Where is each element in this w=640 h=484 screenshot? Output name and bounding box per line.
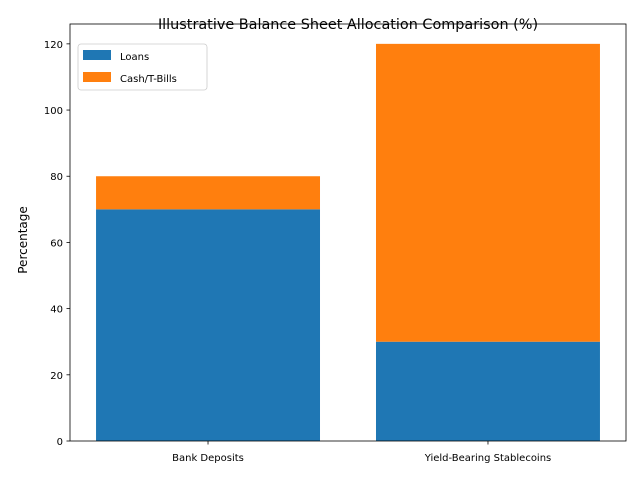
y-tick-label: 40: [50, 305, 63, 316]
x-tick-label: Yield-Bearing Stablecoins: [424, 453, 552, 464]
legend: Loans Cash/T-Bills: [77, 43, 208, 91]
chart-title: Illustrative Balance Sheet Allocation Co…: [158, 17, 538, 33]
x-tick-label: Bank Deposits: [172, 453, 244, 464]
y-tick-label: 80: [50, 172, 63, 183]
y-tick-label: 20: [50, 371, 63, 382]
bar-cash-t-bills: [375, 43, 600, 342]
y-axis-label: Percentage: [16, 206, 30, 274]
y-tick-label: 60: [50, 238, 63, 249]
legend-label: Cash/T-Bills: [120, 74, 177, 85]
bar-loans: [96, 209, 321, 441]
bar-cash-t-bills: [96, 176, 321, 210]
legend-swatch: [83, 50, 111, 60]
legend-swatch: [83, 72, 111, 82]
legend-label: Loans: [120, 52, 149, 63]
y-tick-label: 0: [57, 437, 63, 448]
y-tick-label: 120: [44, 40, 63, 51]
bar-loans: [375, 341, 600, 441]
y-tick-label: 100: [44, 106, 63, 117]
plot-frame: [69, 23, 627, 442]
